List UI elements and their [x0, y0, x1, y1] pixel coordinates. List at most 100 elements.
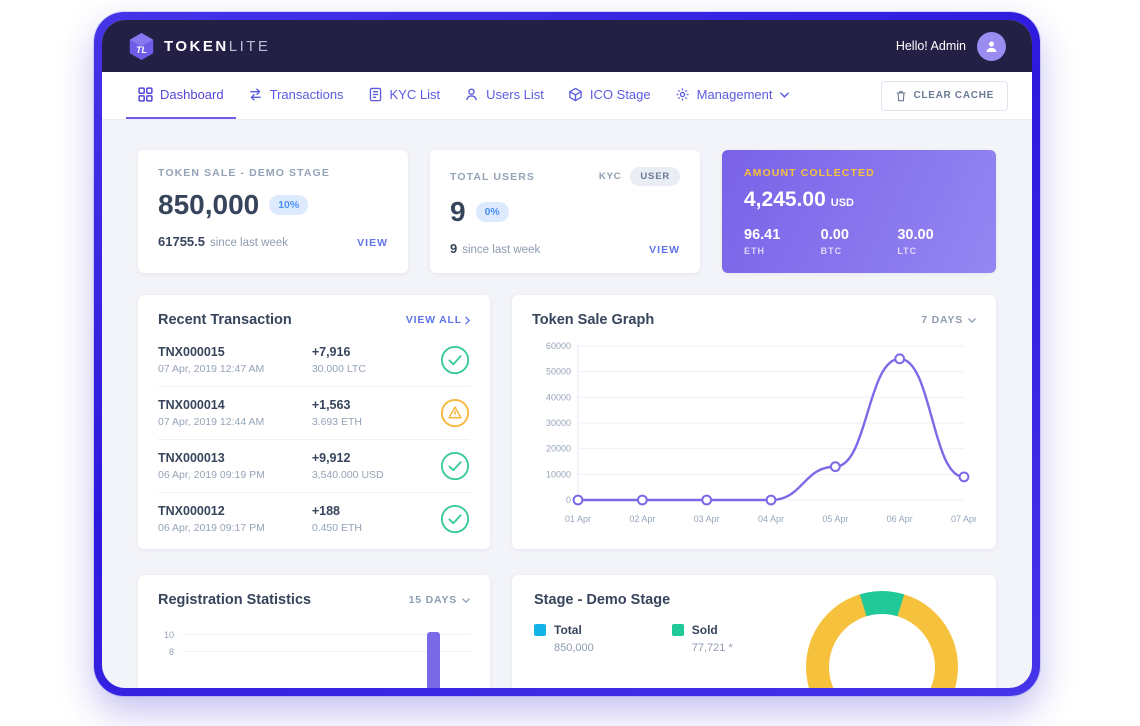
breakdown-eth: 96.41 ETH	[744, 227, 821, 256]
view-all-label: VIEW ALL	[405, 314, 462, 326]
chevron-right-icon	[465, 316, 470, 324]
transaction-detail: 3,540.000 USD	[311, 469, 384, 481]
graph-range-dropdown[interactable]: 7 DAYS	[921, 314, 976, 326]
nav-item-transactions[interactable]: Transactions	[236, 72, 356, 119]
grid-icon	[138, 87, 153, 102]
registration-range-label: 15 DAYS	[408, 594, 457, 606]
total-users-card: TOTAL USERS KYC USER 9 0% 9 since last w…	[430, 150, 700, 273]
nav-label: KYC List	[389, 87, 441, 102]
eth-label: ETH	[744, 246, 765, 256]
nav-item-kyc-list[interactable]: KYC List	[356, 72, 453, 119]
total-users-view-link[interactable]: VIEW	[649, 244, 680, 256]
breakdown-ltc: 30.00 LTC	[897, 227, 974, 256]
svg-text:60000: 60000	[546, 341, 571, 351]
trash-icon	[896, 90, 905, 101]
registration-ytick: 8	[168, 646, 174, 657]
total-swatch	[534, 624, 546, 636]
brand-logo[interactable]: TL TOKENLITE	[128, 32, 270, 61]
token-sale-graph-card: Token Sale Graph 7 DAYS 0 10000 20000 30000…	[512, 295, 996, 549]
transaction-date: 06 Apr, 2019 09:19 PM	[158, 469, 265, 481]
transactions-list: TNX000015 07 Apr, 2019 12:47 AM +7,916 3…	[158, 334, 470, 545]
nav-item-users-list[interactable]: Users List	[452, 72, 556, 119]
total-value: 850,000	[554, 642, 594, 654]
user-avatar[interactable]	[977, 31, 1006, 61]
recent-transactions-title: Recent Transaction	[158, 312, 292, 328]
transaction-id: TNX000012	[158, 504, 225, 518]
header-right: Hello! Admin	[896, 31, 1006, 61]
svg-text:04 Apr: 04 Apr	[758, 514, 784, 524]
amount-collected-title: AMOUNT COLLECTED	[744, 167, 875, 179]
total-users-title: TOTAL USERS	[450, 170, 536, 183]
svg-text:10000: 10000	[546, 469, 571, 479]
svg-text:20000: 20000	[546, 444, 571, 454]
stats-row: TOKEN SALE - DEMO STAGE 850,000 10% 6175…	[138, 150, 996, 273]
eth-amount: 96.41	[744, 227, 781, 243]
svg-text:06 Apr: 06 Apr	[887, 514, 913, 524]
nav-item-dashboard[interactable]: Dashboard	[126, 72, 236, 119]
middle-row: Recent Transaction VIEW ALL TNX000015 07…	[138, 295, 996, 549]
ltc-amount: 30.00	[897, 227, 934, 243]
total-users-change-badge: 0%	[475, 202, 509, 222]
nav-label: Transactions	[269, 87, 344, 102]
stage-legend: Total 850,000 Sold 77,721 *	[534, 623, 974, 654]
main-nav: Dashboard Transactions KYC List Users Li…	[102, 72, 1032, 120]
transaction-row: TNX000015 07 Apr, 2019 12:47 AM +7,916 3…	[158, 334, 470, 386]
view-all-link[interactable]: VIEW ALL	[406, 314, 470, 326]
registration-range-dropdown[interactable]: 15 DAYS	[409, 594, 470, 606]
stage-card: Stage - Demo Stage Total 850,000	[512, 575, 996, 688]
nav-item-ico-stage[interactable]: ICO Stage	[556, 72, 663, 119]
transaction-detail: 30.000 LTC	[311, 363, 366, 375]
toggle-user-option[interactable]: USER	[630, 167, 680, 186]
chevron-down-icon	[968, 317, 976, 323]
registration-bar	[427, 632, 440, 688]
nav-item-management[interactable]: Management	[663, 72, 801, 119]
toggle-kyc-option[interactable]: KYC	[598, 171, 622, 182]
transaction-row: TNX000014 07 Apr, 2019 12:44 AM +1,563 3…	[158, 386, 470, 439]
svg-text:05 Apr: 05 Apr	[822, 514, 848, 524]
kyc-user-toggle: KYC USER	[599, 167, 680, 186]
nav-label: Management	[696, 87, 773, 102]
gridline	[182, 634, 470, 635]
svg-text:30000: 30000	[546, 418, 571, 428]
token-sale-view-link[interactable]: VIEW	[357, 237, 388, 249]
list-document-icon	[369, 87, 381, 102]
top-header: TL TOKENLITE Hello! Admin	[102, 20, 1032, 72]
total-users-delta-value: 9	[450, 241, 458, 256]
transaction-id: TNX000013	[158, 451, 225, 465]
transaction-detail: 0.450 ETH	[311, 522, 363, 534]
clear-cache-button[interactable]: CLEAR CACHE	[880, 80, 1008, 111]
gear-icon	[676, 88, 689, 101]
amount-collected-card: AMOUNT COLLECTED 4,245.00 USD 96.41 ETH …	[722, 150, 996, 273]
token-sale-delta-label: since last week	[210, 237, 288, 249]
transaction-amount: +1,563	[311, 398, 351, 412]
btc-label: BTC	[820, 246, 843, 256]
chevron-down-icon	[462, 597, 470, 603]
token-sale-delta-value: 61755.5	[158, 234, 205, 249]
brand-name-bold: TOKEN	[164, 37, 229, 55]
registration-statistics-title: Registration Statistics	[158, 592, 312, 608]
total-users-delta-label: since last week	[462, 244, 541, 256]
brand-name: TOKENLITE	[164, 38, 270, 55]
users-icon	[466, 88, 478, 101]
app-window: TL TOKENLITE Hello! Admin Dashboard	[102, 20, 1032, 688]
legend-sold: Sold 77,721 *	[671, 623, 733, 654]
amount-collected-unit: USD	[830, 197, 854, 209]
breakdown-btc: 0.00 BTC	[821, 227, 898, 256]
transaction-row: TNX000012 06 Apr, 2019 09:17 PM +188 0.4…	[158, 492, 470, 545]
total-users-value: 9	[450, 196, 466, 227]
sold-swatch	[671, 624, 684, 636]
recent-transactions-card: Recent Transaction VIEW ALL TNX000015 07…	[138, 295, 490, 549]
nav-label: ICO Stage	[589, 87, 651, 102]
transaction-amount: +188	[311, 504, 340, 518]
transactions-icon	[249, 88, 261, 101]
token-sale-card: TOKEN SALE - DEMO STAGE 850,000 10% 6175…	[138, 150, 408, 273]
btc-amount: 0.00	[820, 227, 849, 243]
cube-icon	[569, 87, 582, 102]
legend-total: Total 850,000	[534, 623, 594, 654]
svg-text:07 Apr: 07 Apr	[951, 514, 976, 524]
nav-label: Dashboard	[160, 87, 224, 102]
token-sale-change-badge: 10%	[269, 195, 309, 215]
bottom-row: Registration Statistics 15 DAYS 10 8	[138, 575, 996, 688]
registration-ytick: 10	[163, 629, 174, 640]
svg-text:0: 0	[566, 495, 571, 505]
